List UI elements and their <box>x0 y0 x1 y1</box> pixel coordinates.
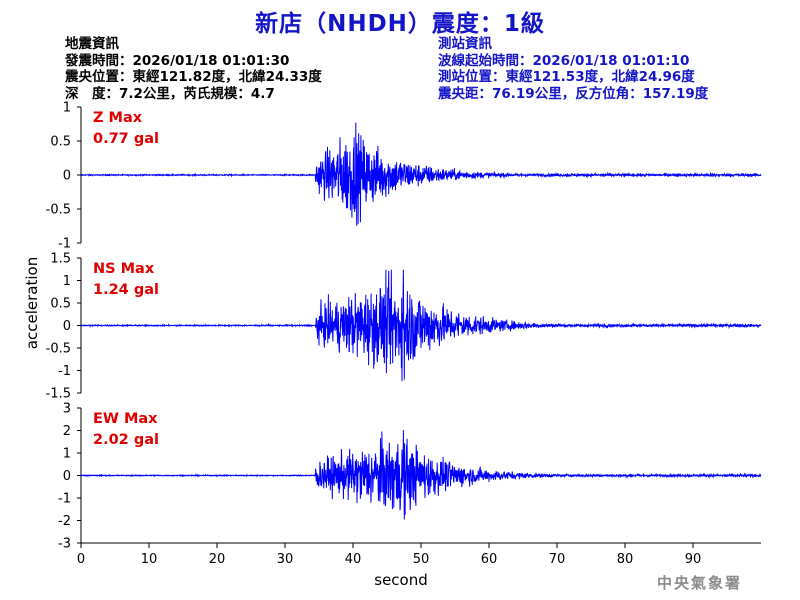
station-distance-azimuth: 震央距：76.19公里，反方位角：157.19度 <box>438 85 709 102</box>
y-tick-label-EW: 0 <box>63 469 71 484</box>
x-tick-label: 0 <box>77 552 85 567</box>
quake-epicenter-location: 震央位置：東經121.82度，北緯24.33度 <box>65 69 322 85</box>
y-tick-label-EW: 3 <box>63 402 71 417</box>
max-label-Z: Z Max <box>93 110 143 126</box>
y-tick-label-NS: -0.5 <box>46 342 71 357</box>
quake-info-heading: 地震資訊 <box>65 36 119 52</box>
max-label-EW: EW Max <box>93 411 158 427</box>
max-value-Z: 0.77 gal <box>93 131 159 147</box>
x-tick-label: 60 <box>481 552 498 567</box>
x-tick-label: 40 <box>345 552 362 567</box>
waveform-trace-EW <box>80 430 762 520</box>
max-value-EW: 2.02 gal <box>93 432 159 448</box>
agency-watermark: 中央氣象署 <box>657 574 743 592</box>
waveform-trace-Z <box>80 122 762 226</box>
y-tick-label-NS: -1.5 <box>46 387 71 402</box>
y-tick-label-Z: 1 <box>63 101 71 116</box>
x-tick-label: 70 <box>549 552 566 567</box>
x-tick-label: 20 <box>209 552 226 567</box>
y-tick-label-EW: 1 <box>63 447 71 462</box>
y-tick-label-NS: 0 <box>63 319 71 334</box>
x-tick-label: 10 <box>141 552 158 567</box>
y-tick-label-Z: -0.5 <box>46 203 71 218</box>
y-axis-title: acceleration <box>23 257 41 349</box>
x-tick-label: 30 <box>277 552 294 567</box>
x-tick-label: 90 <box>685 552 702 567</box>
quake-depth-magnitude: 深 度：7.2公里，芮氏規模：4.7 <box>65 85 275 102</box>
y-tick-label-NS: -1 <box>58 364 71 379</box>
y-tick-label-NS: 1.5 <box>50 252 71 267</box>
y-tick-label-Z: -1 <box>58 237 71 252</box>
y-tick-label-NS: 1 <box>63 274 71 289</box>
y-tick-label-Z: 0 <box>63 169 71 184</box>
x-axis-title: second <box>374 571 428 589</box>
station-info-heading: 測站資訊 <box>438 36 492 52</box>
waveform-trace-NS <box>81 269 762 382</box>
max-value-NS: 1.24 gal <box>93 282 159 298</box>
y-tick-label-Z: 0.5 <box>50 135 71 150</box>
station-wave-start-time: 波線起始時間：2026/01/18 01:01:10 <box>438 52 690 69</box>
y-tick-label-EW: -1 <box>58 492 71 507</box>
x-tick-label: 50 <box>413 552 430 567</box>
quake-info-block: 地震資訊 發震時間：2026/01/18 01:01:30 震央位置：東經121… <box>65 36 322 102</box>
y-tick-label-NS: 0.5 <box>50 297 71 312</box>
station-location: 測站位置：東經121.53度，北緯24.96度 <box>438 69 695 85</box>
y-tick-label-EW: -3 <box>58 537 71 552</box>
quake-origin-time: 發震時間：2026/01/18 01:01:30 <box>65 52 290 69</box>
max-label-NS: NS Max <box>93 261 155 277</box>
x-tick-label: 80 <box>617 552 634 567</box>
station-info-block: 測站資訊 波線起始時間：2026/01/18 01:01:10 測站位置：東經1… <box>438 36 708 102</box>
chart-title: 新店（NHDH）震度：1級 <box>255 11 545 37</box>
y-tick-label-EW: -2 <box>58 514 71 529</box>
y-tick-label-EW: 2 <box>63 424 71 439</box>
